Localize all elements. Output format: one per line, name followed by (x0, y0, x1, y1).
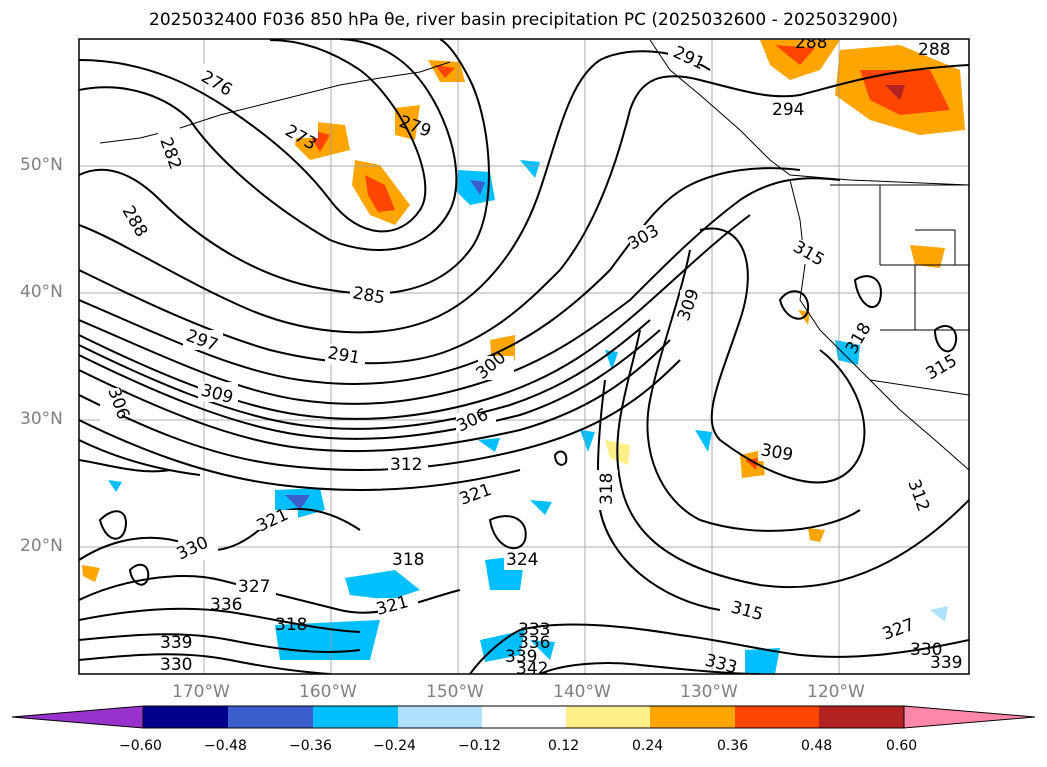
contour-label: 333 (703, 651, 740, 679)
colorbar-tick-label: −0.48 (204, 738, 247, 754)
contour-label: 330 (910, 640, 942, 660)
map-frame (78, 38, 970, 675)
contour-label: 342 (516, 659, 548, 679)
contour-label: 336 (518, 633, 550, 653)
colorbar-tick-label: −0.24 (373, 738, 416, 754)
lon-label: 150°W (426, 682, 484, 702)
lon-label: 170°W (172, 682, 230, 702)
colorbar-tick-label: 0.12 (548, 738, 580, 754)
colorbar-tick-label: 0.48 (801, 738, 833, 754)
lat-label: 20°N (20, 536, 63, 556)
colorbar-tick-label: 0.60 (886, 738, 918, 754)
contour-label: 318 (392, 550, 424, 570)
contour-label: 330 (160, 655, 192, 675)
contour-label: 336 (210, 595, 242, 615)
colorbar-extend-high (903, 705, 1036, 729)
map-title: 2025032400 F036 850 hPa θe, river basin … (149, 10, 898, 30)
lon-label: 160°W (299, 682, 357, 702)
contour-label: 288 (795, 33, 827, 53)
contour-label: 318 (597, 473, 617, 505)
contour-label: 318 (275, 615, 307, 635)
lat-label: 40°N (20, 282, 63, 302)
contour-label: 339 (930, 653, 962, 673)
contour-label: 333 (518, 620, 550, 640)
colorbar-tick-label: 0.36 (717, 738, 749, 754)
lon-label: 140°W (553, 682, 611, 702)
contour-label: 324 (506, 550, 538, 570)
colorbar-tick-label: −0.60 (119, 738, 162, 754)
contour-label: 294 (772, 100, 804, 120)
lat-label: 50°N (20, 155, 63, 175)
contour-label: 327 (238, 577, 270, 597)
contour-label: 339 (160, 633, 192, 653)
contour-label: 312 (390, 455, 422, 475)
colorbar-tick-label: −0.12 (458, 738, 501, 754)
lat-label: 30°N (20, 409, 63, 429)
colorbar-tick-label: 0.24 (632, 738, 664, 754)
lon-label: 120°W (807, 682, 865, 702)
contour-label: 339 (505, 647, 537, 667)
colorbar (11, 705, 1036, 729)
lon-label: 130°W (680, 682, 738, 702)
contour-label: 288 (918, 40, 950, 60)
colorbar-tick-label: −0.36 (289, 738, 332, 754)
colorbar-extend-low (11, 705, 144, 729)
